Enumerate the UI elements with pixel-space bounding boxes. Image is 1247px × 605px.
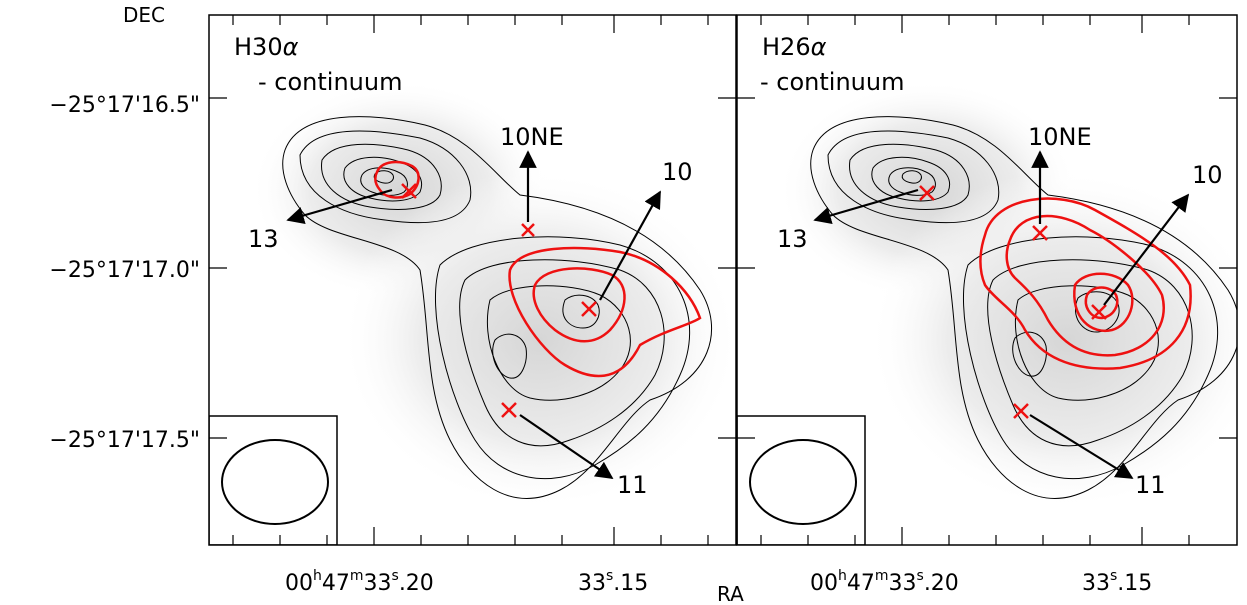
continuum-haze (868, 170, 1237, 510)
continuum-haze (340, 170, 736, 510)
source-label-11: 11 (1135, 471, 1166, 499)
source-marker-10ne (521, 223, 535, 237)
source-marker-11 (1013, 403, 1029, 419)
source-markers (919, 185, 1107, 419)
ra-tick-label-2: 33s.15 (1082, 568, 1152, 596)
source-marker-10 (1091, 304, 1107, 320)
beam-inset-box (737, 415, 866, 545)
source-arrows (286, 150, 661, 479)
ra-tick-label-1: 00h47m33s.20 (810, 568, 959, 596)
panel-subtitle: - continuum (258, 68, 402, 96)
line-emission-contours (979, 197, 1192, 370)
line-emission-contours (374, 160, 702, 378)
continuum-contours (810, 116, 1237, 499)
source-label-11: 11 (617, 471, 648, 499)
dec-tick-label-2: −25°17'17.0" (49, 258, 200, 283)
source-markers (401, 183, 597, 418)
ra-tick-label-1: 00h47m33s.20 (285, 568, 434, 596)
panel-h26a: 13 10NE 10 11 H26α - continuum 00h47m33s… (736, 14, 1238, 596)
dec-axis-label: DEC (123, 3, 165, 27)
source-label-10: 10 (1192, 161, 1223, 189)
tick-marks (209, 15, 736, 545)
dec-tick-label-3: −25°17'17.5" (49, 428, 200, 453)
source-label-13: 13 (777, 225, 808, 253)
source-label-10ne: 10NE (500, 123, 564, 151)
source-label-10: 10 (662, 158, 693, 186)
beam-inset-box (209, 415, 338, 545)
source-marker-11 (501, 402, 517, 418)
panel-frame (736, 14, 1238, 546)
source-marker-10ne (1032, 225, 1048, 241)
source-arrows (813, 150, 1190, 479)
panel-frame (208, 14, 737, 546)
source-marker-13 (401, 183, 417, 199)
source-marker-10 (581, 301, 597, 317)
ra-tick-label-2: 33s.15 (578, 568, 648, 596)
source-marker-13 (919, 185, 935, 201)
beam-ellipse (221, 439, 329, 525)
source-label-13: 13 (248, 225, 279, 253)
dec-tick-label-1: −25°17'16.5" (49, 93, 200, 118)
panel-h30a: 13 10NE 10 11 H30α - continuum (208, 14, 737, 596)
panel-title: H26α (762, 33, 827, 61)
beam-ellipse (749, 439, 857, 525)
tick-marks (737, 15, 1237, 545)
ra-axis-label: RA (717, 582, 744, 605)
source-label-10ne: 10NE (1028, 123, 1092, 151)
panel-title: H30α (234, 33, 299, 61)
panel-subtitle: - continuum (760, 68, 904, 96)
